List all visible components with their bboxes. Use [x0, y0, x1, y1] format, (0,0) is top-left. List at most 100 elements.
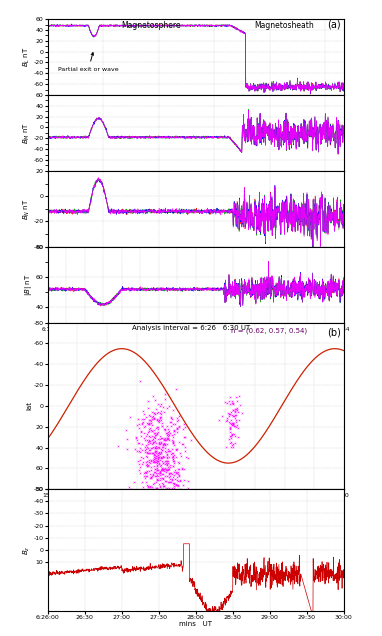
Point: [227, 418, 233, 428]
Point: [161, 452, 167, 462]
Point: [177, 476, 183, 486]
Point: [144, 418, 150, 428]
Point: [161, 435, 167, 445]
Point: [160, 451, 166, 461]
Point: [146, 418, 152, 429]
Point: [136, 438, 142, 448]
Point: [143, 467, 149, 478]
Point: [149, 485, 155, 495]
Point: [146, 445, 152, 455]
Point: [151, 432, 157, 442]
Point: [170, 451, 176, 461]
Text: Analysis interval = 6:26   6:30 UT: Analysis interval = 6:26 6:30 UT: [132, 324, 250, 331]
Point: [142, 445, 148, 455]
Point: [173, 492, 179, 502]
Point: [137, 447, 143, 457]
Point: [153, 438, 159, 448]
Point: [147, 418, 154, 428]
Point: [124, 444, 130, 454]
Point: [226, 396, 232, 406]
Point: [159, 420, 165, 431]
Point: [158, 448, 164, 458]
Point: [232, 404, 238, 414]
Point: [155, 456, 161, 466]
Point: [151, 460, 157, 471]
Point: [159, 442, 165, 452]
Point: [168, 414, 175, 424]
Point: [141, 422, 147, 432]
Point: [168, 468, 174, 478]
Point: [158, 412, 164, 422]
Point: [145, 437, 151, 447]
Point: [153, 451, 159, 461]
Point: [160, 458, 166, 468]
Point: [167, 474, 173, 484]
Point: [154, 458, 160, 468]
Point: [157, 413, 163, 423]
Point: [163, 435, 169, 445]
Point: [153, 443, 159, 453]
Point: [134, 420, 140, 430]
Point: [146, 447, 152, 457]
Point: [145, 481, 151, 492]
Point: [158, 452, 164, 462]
Point: [155, 399, 161, 410]
Point: [155, 427, 161, 437]
Point: [227, 422, 233, 432]
Point: [149, 411, 155, 422]
Point: [154, 408, 160, 418]
Text: Magnetosheath: Magnetosheath: [255, 22, 314, 31]
Point: [173, 452, 179, 462]
Point: [156, 458, 162, 468]
Point: [228, 431, 235, 441]
Point: [154, 474, 160, 484]
Point: [171, 469, 177, 480]
Point: [188, 435, 194, 445]
Point: [155, 454, 161, 464]
Point: [163, 485, 169, 495]
Point: [162, 394, 168, 404]
Point: [175, 480, 181, 490]
Point: [159, 445, 165, 455]
Point: [155, 448, 161, 459]
Point: [171, 480, 177, 490]
Point: [175, 469, 181, 479]
Point: [174, 427, 180, 437]
Point: [146, 436, 152, 446]
Point: [182, 443, 188, 453]
Point: [151, 436, 157, 446]
Point: [146, 417, 152, 427]
Point: [164, 450, 170, 460]
Point: [177, 475, 183, 485]
Point: [165, 464, 171, 474]
Point: [162, 459, 168, 469]
Point: [153, 455, 159, 466]
Point: [155, 452, 162, 462]
Point: [158, 399, 164, 410]
Point: [151, 437, 157, 447]
Point: [144, 442, 150, 452]
Point: [151, 413, 157, 424]
Point: [153, 468, 159, 478]
Point: [165, 464, 172, 474]
Point: [143, 457, 149, 467]
Point: [148, 462, 154, 473]
Point: [163, 434, 170, 445]
Point: [141, 414, 147, 424]
Point: [158, 452, 164, 462]
Point: [147, 411, 153, 421]
X-axis label: hrs   UT: hrs UT: [182, 332, 209, 338]
Point: [142, 467, 148, 477]
Text: (b): (b): [327, 328, 341, 338]
Point: [127, 512, 133, 522]
Point: [226, 434, 232, 444]
Point: [151, 408, 157, 418]
Point: [160, 478, 166, 488]
Point: [152, 443, 158, 453]
Point: [139, 414, 145, 424]
Point: [175, 467, 181, 477]
Point: [171, 481, 177, 492]
Point: [165, 433, 171, 443]
Point: [164, 459, 170, 469]
Point: [148, 455, 154, 465]
